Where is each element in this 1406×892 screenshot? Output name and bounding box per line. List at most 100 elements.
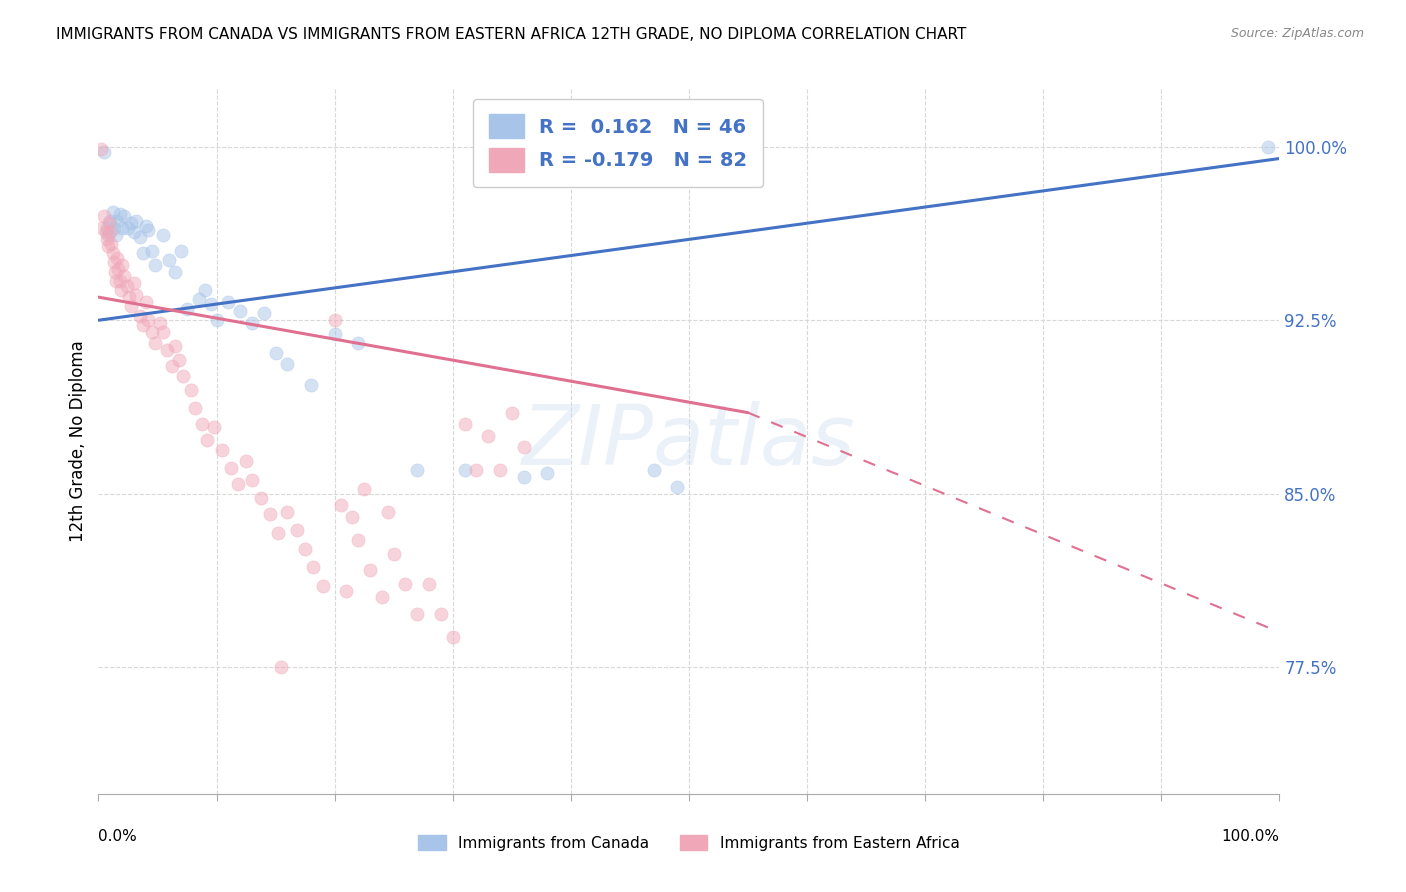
- Point: [98, 216, 121, 230]
- Point: [108, 274, 131, 288]
- Point: [276, 505, 298, 519]
- Point: [270, 660, 292, 674]
- Point: [122, 277, 145, 291]
- Text: 0.0%: 0.0%: [98, 829, 138, 844]
- Point: [93, 209, 115, 223]
- Point: [121, 216, 143, 230]
- Point: [219, 461, 242, 475]
- Point: [323, 313, 346, 327]
- Point: [176, 301, 198, 316]
- Point: [93, 145, 115, 159]
- Point: [101, 204, 124, 219]
- Point: [264, 345, 287, 359]
- Point: [97, 227, 120, 242]
- Point: [441, 630, 464, 644]
- Point: [453, 417, 475, 432]
- Point: [353, 482, 375, 496]
- Point: [643, 463, 665, 477]
- Point: [128, 230, 150, 244]
- Point: [156, 343, 179, 358]
- Point: [359, 563, 381, 577]
- Point: [152, 325, 174, 339]
- Point: [267, 525, 290, 540]
- Point: [512, 470, 534, 484]
- Point: [323, 327, 346, 342]
- Point: [191, 417, 214, 432]
- Point: [143, 336, 166, 351]
- Point: [418, 576, 440, 591]
- Point: [135, 219, 157, 233]
- Text: ZIPatlas: ZIPatlas: [522, 401, 856, 482]
- Point: [121, 299, 143, 313]
- Point: [136, 223, 159, 237]
- Point: [96, 232, 118, 246]
- Point: [111, 258, 134, 272]
- Point: [235, 454, 257, 468]
- Text: IMMIGRANTS FROM CANADA VS IMMIGRANTS FROM EASTERN AFRICA 12TH GRADE, NO DIPLOMA : IMMIGRANTS FROM CANADA VS IMMIGRANTS FRO…: [56, 27, 966, 42]
- Point: [103, 220, 125, 235]
- Point: [512, 440, 534, 454]
- Point: [430, 607, 453, 621]
- Legend: Immigrants from Canada, Immigrants from Eastern Africa: Immigrants from Canada, Immigrants from …: [412, 829, 966, 856]
- Point: [105, 214, 128, 228]
- Point: [335, 583, 357, 598]
- Point: [100, 237, 122, 252]
- Point: [104, 265, 127, 279]
- Point: [253, 306, 276, 320]
- Point: [250, 491, 273, 505]
- Point: [294, 541, 316, 556]
- Point: [152, 227, 174, 242]
- Y-axis label: 12th Grade, No Diploma: 12th Grade, No Diploma: [69, 341, 87, 542]
- Point: [453, 463, 475, 477]
- Point: [112, 209, 135, 223]
- Point: [377, 505, 399, 519]
- Point: [536, 466, 558, 480]
- Point: [202, 419, 225, 434]
- Point: [94, 226, 117, 240]
- Point: [97, 239, 120, 253]
- Point: [132, 246, 155, 260]
- Point: [136, 313, 159, 327]
- Point: [394, 576, 416, 591]
- Point: [141, 244, 163, 258]
- Point: [180, 383, 202, 397]
- Point: [98, 214, 121, 228]
- Point: [226, 477, 249, 491]
- Point: [285, 524, 308, 538]
- Point: [489, 463, 512, 477]
- Point: [115, 278, 138, 293]
- Point: [302, 560, 325, 574]
- Point: [105, 227, 128, 242]
- Point: [211, 442, 233, 457]
- Text: 100.0%: 100.0%: [1222, 829, 1279, 844]
- Point: [276, 357, 298, 371]
- Point: [477, 429, 499, 443]
- Point: [157, 253, 180, 268]
- Point: [299, 378, 322, 392]
- Point: [1257, 140, 1279, 154]
- Point: [125, 288, 148, 302]
- Point: [382, 547, 405, 561]
- Point: [170, 244, 193, 258]
- Point: [165, 265, 187, 279]
- Point: [347, 336, 370, 351]
- Point: [312, 579, 335, 593]
- Point: [110, 283, 132, 297]
- Point: [128, 309, 150, 323]
- Point: [240, 316, 263, 330]
- Point: [111, 220, 134, 235]
- Point: [501, 406, 523, 420]
- Point: [205, 313, 228, 327]
- Point: [240, 473, 263, 487]
- Point: [406, 463, 429, 477]
- Point: [105, 251, 128, 265]
- Point: [108, 207, 131, 221]
- Point: [165, 339, 187, 353]
- Point: [90, 142, 112, 156]
- Point: [187, 293, 209, 307]
- Point: [200, 297, 222, 311]
- Point: [194, 283, 217, 297]
- Point: [118, 290, 141, 304]
- Point: [184, 401, 207, 415]
- Point: [105, 274, 128, 288]
